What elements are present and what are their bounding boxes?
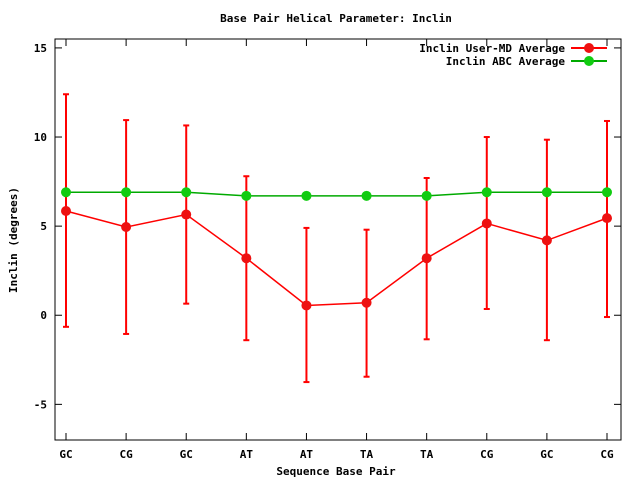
x-tick-label: AT [240,448,254,461]
series-line [66,191,607,197]
data-point [541,187,552,198]
x-tick-label: CG [600,448,614,461]
plot-frame [54,38,622,441]
data-point [61,187,71,198]
x-tick-label: TA [420,448,434,461]
data-point [602,213,612,224]
data-point [421,190,432,201]
data-point [481,218,492,229]
x-tick-label: CG [480,448,494,461]
data-point [181,209,192,220]
x-tick-label: TA [360,448,374,461]
data-point [361,190,372,201]
data-point [241,190,252,201]
x-tick-label: GC [180,448,193,461]
x-tick-label: GC [59,448,72,461]
y-tick-label: 0 [40,309,47,322]
y-tick-label: 5 [40,220,47,233]
legend-label: Inclin User-MD Average [419,42,565,55]
data-point [121,222,132,233]
y-tick-label: -5 [34,398,47,411]
data-point [361,297,372,308]
x-tick-label: GC [540,448,553,461]
data-point [481,187,492,198]
data-point [301,190,312,201]
series-line [65,210,608,307]
data-point [241,253,252,264]
legend-marker [584,56,594,66]
data-point [421,253,432,264]
y-tick-label: 10 [34,131,47,144]
data-point [61,205,71,216]
data-point [602,187,612,198]
data-point [301,300,312,311]
y-tick-label: 15 [34,42,47,55]
data-point [121,187,132,198]
x-tick-label: AT [300,448,314,461]
y-axis-label: Inclin (degrees) [7,187,20,293]
data-point [541,235,552,246]
data-point [181,187,192,198]
legend-marker [584,43,594,53]
chart-title: Base Pair Helical Parameter: Inclin [220,12,452,25]
x-tick-label: CG [119,448,133,461]
x-axis-label: Sequence Base Pair [276,465,396,478]
legend-label: Inclin ABC Average [446,55,566,68]
